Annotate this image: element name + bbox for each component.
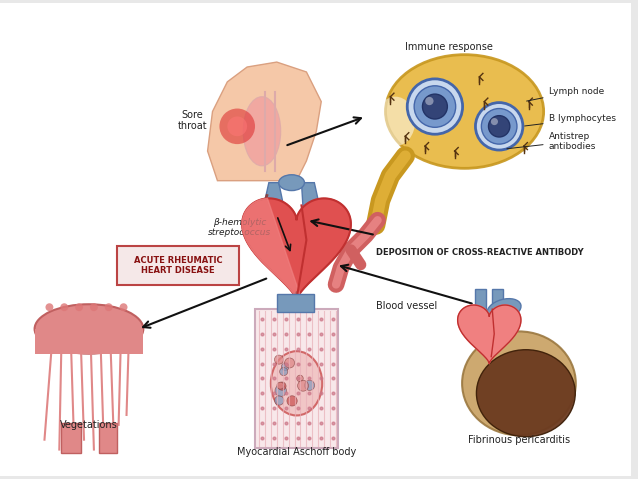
- Circle shape: [61, 303, 68, 311]
- Polygon shape: [242, 198, 351, 300]
- Circle shape: [297, 380, 309, 391]
- Polygon shape: [207, 62, 322, 181]
- Circle shape: [407, 79, 463, 134]
- Ellipse shape: [385, 55, 544, 168]
- Polygon shape: [457, 305, 521, 364]
- Circle shape: [475, 103, 523, 150]
- Text: Sore
throat: Sore throat: [178, 110, 207, 131]
- Circle shape: [414, 86, 456, 127]
- Circle shape: [278, 382, 286, 390]
- Ellipse shape: [34, 304, 144, 354]
- Bar: [99, 423, 117, 453]
- Circle shape: [279, 367, 288, 376]
- Ellipse shape: [279, 175, 304, 191]
- Circle shape: [287, 396, 297, 406]
- Circle shape: [304, 380, 315, 390]
- Circle shape: [297, 375, 303, 382]
- FancyBboxPatch shape: [117, 246, 239, 285]
- Circle shape: [277, 382, 284, 389]
- Text: Immune response: Immune response: [405, 42, 493, 52]
- Circle shape: [75, 303, 83, 311]
- Text: Blood vessel: Blood vessel: [376, 301, 437, 311]
- Ellipse shape: [487, 298, 521, 319]
- Circle shape: [491, 118, 498, 125]
- Text: Lymph node: Lymph node: [526, 87, 604, 101]
- Polygon shape: [242, 198, 302, 300]
- Ellipse shape: [243, 97, 281, 166]
- Circle shape: [45, 303, 54, 311]
- Text: B lymphocytes: B lymphocytes: [524, 114, 616, 126]
- Bar: [255, 309, 338, 447]
- Bar: [475, 289, 486, 317]
- Circle shape: [274, 396, 284, 405]
- Text: Fibrinous pericarditis: Fibrinous pericarditis: [468, 434, 570, 445]
- Circle shape: [274, 355, 283, 364]
- Bar: [277, 295, 315, 312]
- Text: DEPOSITION OF CROSS-REACTIVE ANTIBODY: DEPOSITION OF CROSS-REACTIVE ANTIBODY: [376, 248, 583, 257]
- Polygon shape: [302, 182, 318, 230]
- Polygon shape: [265, 182, 288, 230]
- Text: β-hemolytic
streptococcus: β-hemolytic streptococcus: [207, 217, 271, 237]
- Bar: [34, 329, 144, 354]
- Ellipse shape: [271, 351, 322, 415]
- Circle shape: [422, 94, 447, 119]
- Circle shape: [275, 385, 286, 397]
- Circle shape: [489, 115, 510, 137]
- Text: Myocardial Aschoff body: Myocardial Aschoff body: [237, 447, 356, 457]
- Circle shape: [105, 303, 113, 311]
- Ellipse shape: [376, 97, 415, 146]
- Circle shape: [281, 363, 289, 371]
- Circle shape: [219, 109, 255, 144]
- Text: ACUTE RHEUMATIC
HEART DISEASE: ACUTE RHEUMATIC HEART DISEASE: [133, 256, 222, 275]
- Circle shape: [119, 303, 128, 311]
- Circle shape: [285, 358, 295, 368]
- Ellipse shape: [462, 331, 575, 435]
- Text: Antistrep
antibodies: Antistrep antibodies: [507, 132, 596, 151]
- Circle shape: [426, 97, 434, 105]
- Circle shape: [482, 109, 517, 144]
- Circle shape: [227, 116, 247, 136]
- Bar: [493, 289, 503, 311]
- Circle shape: [90, 303, 98, 311]
- Bar: [61, 423, 81, 453]
- Text: Vegetations: Vegetations: [60, 420, 118, 430]
- Ellipse shape: [477, 350, 575, 437]
